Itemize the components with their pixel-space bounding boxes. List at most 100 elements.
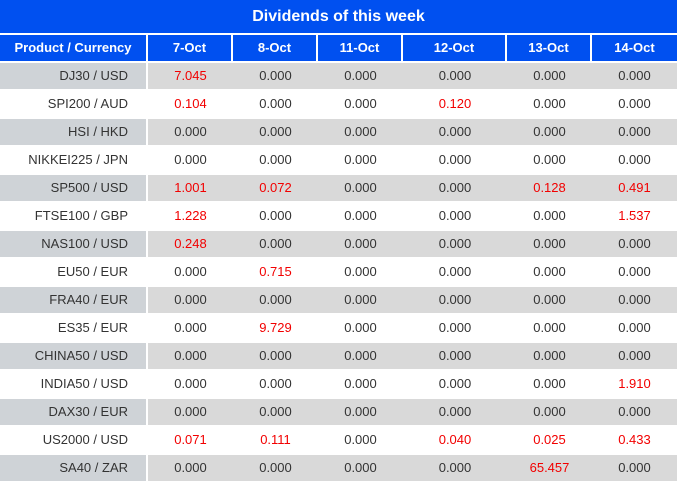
dividend-value-cell: 0.000	[592, 455, 677, 481]
dividend-value-cell: 0.000	[592, 399, 677, 425]
dividend-value-cell: 0.248	[148, 231, 233, 257]
dividend-value-cell: 0.000	[592, 259, 677, 285]
dividend-value-cell: 0.120	[403, 91, 507, 117]
dividend-value-cell: 0.000	[403, 343, 507, 369]
product-cell: DAX30 / EUR	[0, 399, 148, 425]
dividend-value-cell: 0.715	[233, 259, 318, 285]
header-cell-product-currency: Product / Currency	[0, 35, 148, 61]
dividend-value-cell: 0.000	[403, 119, 507, 145]
dividend-value-cell: 0.071	[148, 427, 233, 453]
dividend-value-cell: 0.040	[403, 427, 507, 453]
dividend-value-cell: 0.000	[507, 63, 592, 89]
dividend-value-cell: 0.000	[403, 259, 507, 285]
dividend-value-cell: 0.000	[318, 427, 403, 453]
dividend-value-cell: 0.000	[403, 203, 507, 229]
dividend-value-cell: 0.000	[318, 287, 403, 313]
dividend-value-cell: 0.000	[507, 203, 592, 229]
dividend-value-cell: 0.000	[403, 287, 507, 313]
product-cell: CHINA50 / USD	[0, 343, 148, 369]
product-cell: DJ30 / USD	[0, 63, 148, 89]
table-row: EU50 / EUR 0.000 0.715 0.000 0.000 0.000 0.000	[0, 259, 677, 285]
product-cell: INDIA50 / USD	[0, 371, 148, 397]
product-cell: FRA40 / EUR	[0, 287, 148, 313]
dividend-value-cell: 0.000	[318, 91, 403, 117]
dividend-value-cell: 7.045	[148, 63, 233, 89]
dividend-value-cell: 1.910	[592, 371, 677, 397]
dividend-value-cell: 0.111	[233, 427, 318, 453]
dividend-value-cell: 0.000	[592, 119, 677, 145]
dividend-value-cell: 0.000	[507, 287, 592, 313]
dividend-value-cell: 0.000	[403, 455, 507, 481]
dividend-value-cell: 0.000	[507, 371, 592, 397]
product-cell: FTSE100 / GBP	[0, 203, 148, 229]
product-cell: SPI200 / AUD	[0, 91, 148, 117]
dividend-value-cell: 0.000	[148, 315, 233, 341]
dividend-value-cell: 0.000	[318, 147, 403, 173]
table-row: DJ30 / USD 7.045 0.000 0.000 0.000 0.000 0.000	[0, 63, 677, 89]
table-row: SPI200 / AUD 0.104 0.000 0.000 0.120 0.000 0.0…	[0, 91, 677, 117]
dividend-value-cell: 0.000	[403, 147, 507, 173]
header-cell-date: 14-Oct	[592, 35, 677, 61]
table-header-row: Product / Currency 7-Oct 8-Oct 11-Oct 12-Oct…	[0, 35, 677, 61]
dividend-value-cell: 0.000	[403, 371, 507, 397]
table-row: US2000 / USD 0.071 0.111 0.000 0.040 0.025 0.4…	[0, 427, 677, 453]
dividend-value-cell: 0.128	[507, 175, 592, 201]
table-row: INDIA50 / USD 0.000 0.000 0.000 0.000 0.000 1.…	[0, 371, 677, 397]
header-cell-date: 8-Oct	[233, 35, 318, 61]
dividend-value-cell: 0.000	[233, 147, 318, 173]
dividend-value-cell: 0.000	[403, 231, 507, 257]
dividend-value-cell: 9.729	[233, 315, 318, 341]
dividend-value-cell: 0.000	[318, 175, 403, 201]
dividend-value-cell: 0.000	[592, 63, 677, 89]
dividend-value-cell: 0.000	[507, 343, 592, 369]
dividend-value-cell: 0.000	[403, 315, 507, 341]
dividend-value-cell: 0.000	[318, 259, 403, 285]
dividend-value-cell: 0.000	[233, 343, 318, 369]
product-cell: US2000 / USD	[0, 427, 148, 453]
dividend-value-cell: 0.000	[403, 175, 507, 201]
dividend-value-cell: 0.000	[507, 259, 592, 285]
dividend-value-cell: 0.000	[233, 119, 318, 145]
dividend-value-cell: 0.000	[507, 119, 592, 145]
dividends-table-body: DJ30 / USD 7.045 0.000 0.000 0.000 0.000 0.000…	[0, 63, 677, 481]
dividend-value-cell: 0.000	[507, 399, 592, 425]
dividend-value-cell: 0.000	[148, 455, 233, 481]
dividend-value-cell: 0.000	[148, 259, 233, 285]
dividend-value-cell: 1.537	[592, 203, 677, 229]
dividend-value-cell: 0.000	[318, 119, 403, 145]
dividend-value-cell: 0.025	[507, 427, 592, 453]
dividend-value-cell: 0.491	[592, 175, 677, 201]
dividend-value-cell: 0.000	[507, 315, 592, 341]
dividend-value-cell: 0.000	[403, 399, 507, 425]
dividend-value-cell: 0.000	[592, 91, 677, 117]
dividend-value-cell: 0.000	[318, 455, 403, 481]
dividend-value-cell: 65.457	[507, 455, 592, 481]
dividend-value-cell: 0.000	[507, 231, 592, 257]
page-title: Dividends of this week	[0, 0, 677, 33]
dividend-value-cell: 0.104	[148, 91, 233, 117]
dividend-value-cell: 0.000	[592, 315, 677, 341]
dividend-value-cell: 0.000	[233, 455, 318, 481]
dividend-value-cell: 0.000	[592, 343, 677, 369]
table-row: NAS100 / USD 0.248 0.000 0.000 0.000 0.000 0.0…	[0, 231, 677, 257]
dividend-value-cell: 0.000	[318, 315, 403, 341]
dividend-value-cell: 1.001	[148, 175, 233, 201]
product-cell: HSI / HKD	[0, 119, 148, 145]
dividend-value-cell: 0.000	[233, 287, 318, 313]
table-row: CHINA50 / USD 0.000 0.000 0.000 0.000 0.000 0.…	[0, 343, 677, 369]
table-row: SP500 / USD 1.001 0.072 0.000 0.000 0.128 0.49…	[0, 175, 677, 201]
dividend-value-cell: 0.000	[148, 343, 233, 369]
dividend-value-cell: 0.000	[507, 91, 592, 117]
dividend-value-cell: 0.000	[318, 399, 403, 425]
dividend-value-cell: 0.000	[233, 203, 318, 229]
dividend-value-cell: 0.000	[148, 399, 233, 425]
dividend-value-cell: 0.000	[233, 399, 318, 425]
dividend-value-cell: 0.000	[318, 203, 403, 229]
header-cell-date: 12-Oct	[403, 35, 507, 61]
dividend-value-cell: 0.000	[233, 63, 318, 89]
table-row: ES35 / EUR 0.000 9.729 0.000 0.000 0.000 0.000	[0, 315, 677, 341]
dividend-value-cell: 0.000	[592, 231, 677, 257]
table-row: NIKKEI225 / JPN 0.000 0.000 0.000 0.000 0.000…	[0, 147, 677, 173]
dividend-value-cell: 0.000	[233, 231, 318, 257]
